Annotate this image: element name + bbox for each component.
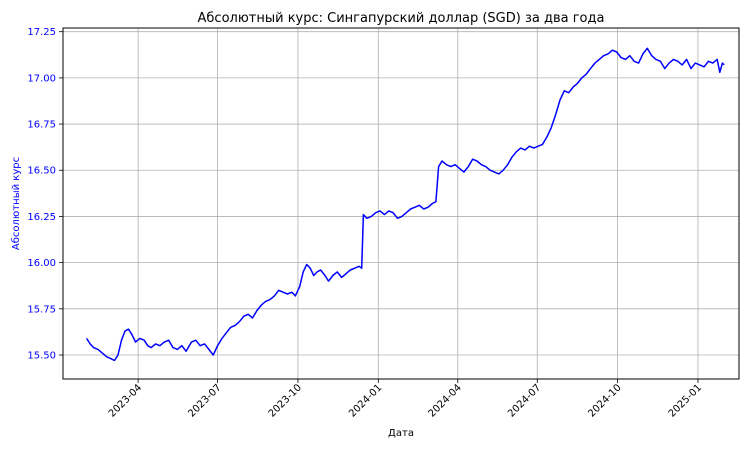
x-tick-label: 2024-04: [427, 382, 464, 419]
y-tick-label: 16.25: [27, 212, 56, 223]
x-tick-label: 2023-07: [186, 382, 223, 419]
plot-frame: [62, 27, 740, 380]
x-tick-label: 2023-10: [267, 382, 304, 419]
series-line: [85, 47, 725, 362]
y-tick-label: 16.50: [27, 166, 56, 177]
y-tick-label: 15.75: [27, 304, 56, 315]
chart-title: Абсолютный курс: Сингапурский доллар (SG…: [198, 11, 605, 26]
y-tick-label: 17.25: [27, 27, 56, 38]
grid: [63, 28, 739, 379]
x-tick-label: 2024-01: [347, 382, 384, 419]
x-tick-label: 2024-07: [506, 382, 543, 419]
series-layer: [85, 47, 725, 362]
plot-background: [63, 28, 739, 379]
x-axis: 2023-04 2023-07 2023-10 2024-01 2024-04 2024-…: [107, 379, 704, 420]
y-axis: 15.50 15.75 16.00 16.25 16.50 16.75 17.00 17.25: [27, 27, 63, 361]
x-tick-label: 2024-10: [586, 382, 623, 419]
x-tick-label: 2023-04: [107, 382, 144, 419]
y-tick-label: 17.00: [27, 73, 56, 84]
x-axis-label: Дата: [388, 428, 414, 439]
y-tick-label: 16.75: [27, 120, 56, 131]
x-tick-label: 2025-01: [667, 382, 704, 419]
y-tick-label: 16.00: [27, 258, 56, 269]
y-tick-label: 15.50: [27, 350, 56, 361]
y-axis-label: Абсолютный курс: [11, 157, 22, 250]
